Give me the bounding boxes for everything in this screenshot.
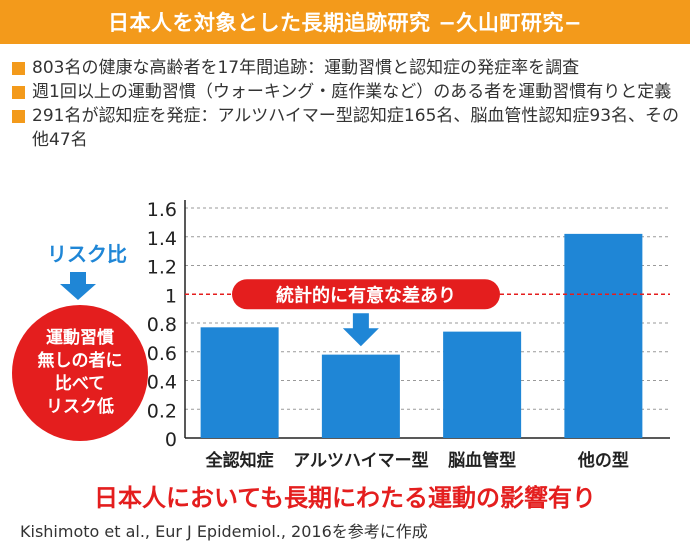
significance-text: 統計的に有意な差あり (276, 284, 456, 306)
bar-2 (321, 354, 400, 438)
x-category-label: 全認知症 (205, 450, 274, 471)
y-tick-label: 1 (165, 285, 177, 307)
x-category-label: アルツハイマー型 (293, 450, 429, 471)
square-bullet-icon (12, 86, 25, 99)
risk-lower-badge: 運動習慣 無しの者に 比べて リスク低 (12, 305, 148, 441)
y-tick-label: 0.4 (147, 372, 177, 394)
conclusion-text: 日本人においても長期にわたる運動の影響有り (93, 484, 597, 512)
y-tick-label: 1.6 (147, 199, 177, 221)
bullet-text: 803名の健康な高齢者を17年間追跡：運動習慣と認知症の発症率を調査 (32, 58, 580, 78)
bullet-text: 291名が認知症を発症：アルツハイマー型認知症165名、脳血管性認知症93名、そ… (32, 106, 680, 150)
bar-3 (443, 331, 522, 438)
bullet-item: 291名が認知症を発症：アルツハイマー型認知症165名、脳血管性認知症93名、そ… (10, 104, 685, 152)
bar-4 (564, 233, 643, 438)
risk-ratio-label: リスク比 (47, 242, 127, 266)
badge-line: 運動習慣 (46, 328, 114, 348)
bullet-item: 週1回以上の運動習慣（ウォーキング・庭作業など）のある者を運動習慣有りと定義 (10, 80, 685, 104)
x-category-label: 他の型 (577, 450, 629, 471)
arrow-down-icon (60, 272, 96, 300)
square-bullet-icon (12, 62, 25, 75)
y-tick-label: 0.8 (147, 314, 177, 336)
citation-text: Kishimoto et al., Eur J Epidemiol., 2016… (20, 522, 428, 541)
badge-line: 比べて (54, 374, 106, 394)
y-tick-label: 1.4 (147, 228, 177, 250)
y-tick-label: 0 (165, 429, 177, 451)
bar-1 (200, 327, 279, 438)
badge-line: リスク低 (46, 397, 114, 417)
y-tick-label: 1.2 (147, 257, 177, 279)
significance-badge (232, 279, 500, 310)
badge-line: 無しの者に (37, 351, 123, 371)
y-tick-label: 0.2 (147, 400, 177, 422)
page-title: 日本人を対象とした長期追跡研究 −久山町研究− (0, 0, 690, 44)
y-tick-label: 0.6 (147, 343, 177, 365)
arrow-down-icon (342, 313, 379, 347)
risk-ratio-chart: 0 0.2 0.4 0.6 0.8 1 1.2 1.4 1.6 全認知症 アルツハイマー型 脳血管型 他… (147, 199, 670, 471)
square-bullet-icon (12, 110, 25, 123)
page-title-text: 日本人を対象とした長期追跡研究 −久山町研究− (107, 11, 582, 35)
bullet-list: 803名の健康な高齢者を17年間追跡：運動習慣と認知症の発症率を調査 週1回以上… (10, 56, 685, 152)
x-category-label: 脳血管型 (448, 450, 516, 471)
bullet-text: 週1回以上の運動習慣（ウォーキング・庭作業など）のある者を運動習慣有りと定義 (32, 82, 672, 102)
bullet-item: 803名の健康な高齢者を17年間追跡：運動習慣と認知症の発症率を調査 (10, 56, 685, 80)
